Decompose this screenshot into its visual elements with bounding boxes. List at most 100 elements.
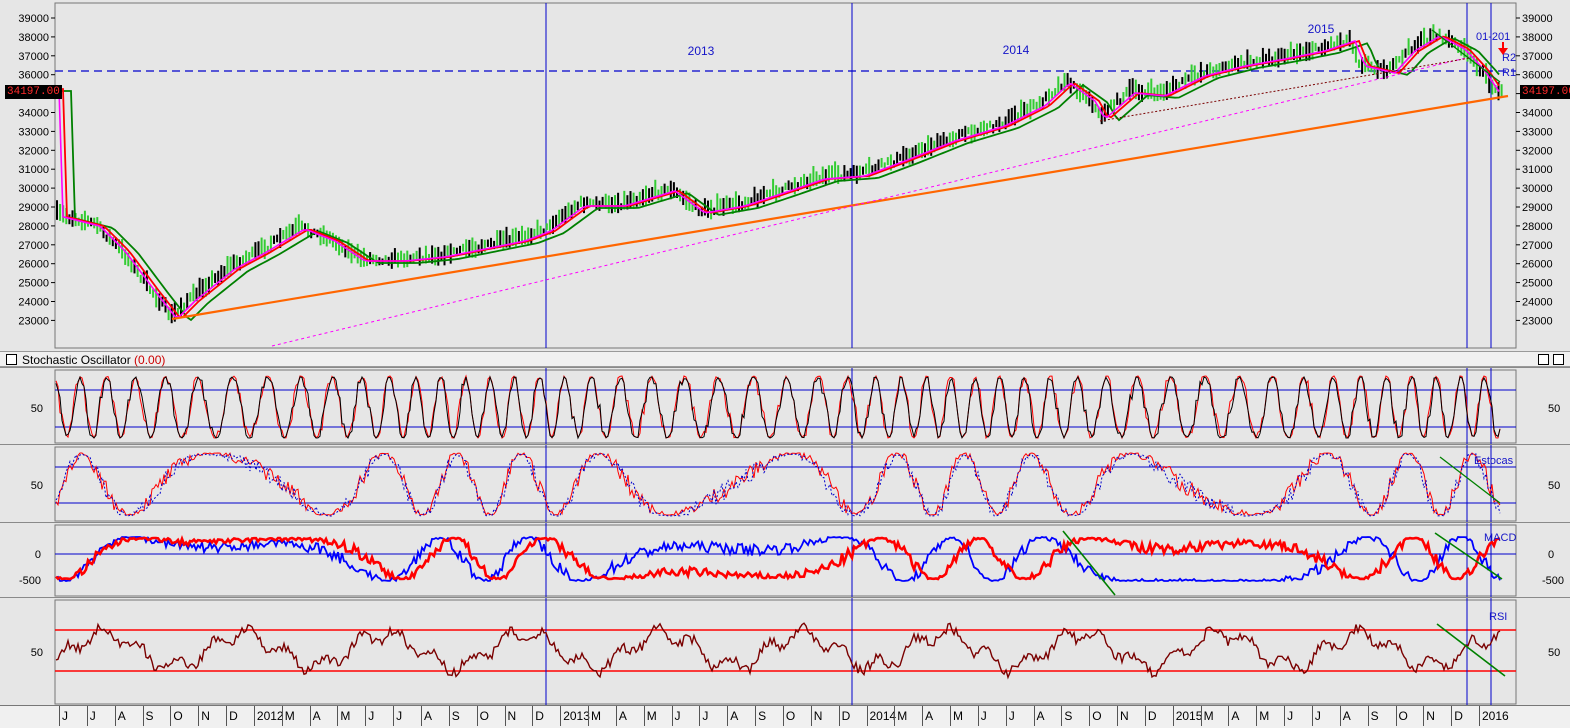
x-axis-label: J <box>674 709 681 723</box>
x-tick <box>59 706 60 726</box>
year-label: 2014 <box>1003 43 1030 57</box>
x-axis-label: J <box>396 709 403 723</box>
trendline-green <box>1062 530 1116 596</box>
macd-panel[interactable]: 0 -500 0 -500 MACD <box>0 522 1570 598</box>
rsi-chart[interactable]: 50 50 RSI <box>0 598 1570 706</box>
year-label: 2015 <box>1308 22 1335 36</box>
x-axis-label: S <box>1370 709 1379 723</box>
x-axis-label: D <box>841 709 851 723</box>
x-axis-label: O <box>1092 709 1102 723</box>
x-axis-label: M <box>646 709 657 723</box>
maximize-icon[interactable] <box>1538 354 1549 365</box>
y-label-left: 33000 <box>18 126 49 138</box>
x-tick <box>309 706 311 726</box>
x-axis-label: M <box>591 709 601 723</box>
y-label-left: 34000 <box>18 108 49 120</box>
y-label-left: 39000 <box>18 13 49 25</box>
trendline-green <box>1439 456 1501 504</box>
x-axis-label: N <box>1426 709 1435 723</box>
x-tick <box>170 706 172 726</box>
slow-stochastic-chart[interactable]: 50 50 Estocas <box>0 445 1570 523</box>
x-tick <box>1367 706 1369 726</box>
price-panel[interactable]: 39000 39000 38000 38000 37000 37000 36000 36000… <box>0 0 1570 351</box>
stochastic-panel[interactable]: 50 50 <box>0 367 1570 445</box>
x-axis-label: D <box>1147 709 1157 723</box>
rsi-panel[interactable]: 50 50 RSI <box>0 597 1570 706</box>
stochastic-chart[interactable]: 50 50 <box>0 368 1570 445</box>
x-tick <box>1089 706 1091 726</box>
stoch-signal-line <box>55 374 1501 440</box>
x-tick <box>866 706 868 726</box>
last-price-tag-right: 34197.00 <box>1520 85 1570 99</box>
last-price-tag-left: 34197.00 <box>5 85 62 99</box>
stochastic-titlebar[interactable]: Stochastic Oscillator (0.00) <box>0 351 1570 367</box>
plot-area <box>54 524 1517 597</box>
rsi-line <box>55 622 1501 680</box>
x-axis-label: 2013 <box>563 709 590 723</box>
x-tick <box>365 706 367 726</box>
x-tick <box>393 706 395 726</box>
x-tick <box>114 706 116 726</box>
plot-area <box>54 599 1517 705</box>
x-tick <box>86 706 88 726</box>
x-axis-label: 2016 <box>1482 709 1509 723</box>
x-tick <box>476 706 478 726</box>
x-tick <box>1339 706 1341 726</box>
close-icon[interactable] <box>1553 354 1564 365</box>
x-tick <box>142 706 144 726</box>
x-tick <box>894 706 896 726</box>
time-axis[interactable]: J J A S O N D 2012 M A M J J A S O N D 2013 M A M J J A S O N D 2014 M… <box>0 705 1570 728</box>
year-label: 2013 <box>688 44 715 58</box>
x-axis-label: A <box>1342 709 1351 723</box>
x-axis-label: M <box>897 709 908 723</box>
y-label-left: 30000 <box>18 183 49 195</box>
x-tick <box>226 706 228 726</box>
price-chart[interactable]: 39000 39000 38000 38000 37000 37000 36000 36000… <box>0 0 1570 351</box>
x-axis-label: J <box>980 709 987 723</box>
y-label-right: 34000 <box>1522 108 1553 120</box>
y-label-left: 23000 <box>18 315 49 327</box>
x-tick <box>448 706 450 726</box>
x-tick <box>560 706 562 726</box>
macd-signal-line <box>55 534 1501 581</box>
y-label-left: 50 <box>31 480 43 492</box>
x-tick <box>588 706 589 726</box>
x-axis-label: N <box>201 709 210 723</box>
stochastic-value: (0.00) <box>134 353 166 367</box>
y-label-left: 0 <box>35 549 41 561</box>
slow-stochastic-panel[interactable]: 50 50 Estocas <box>0 444 1570 523</box>
x-tick <box>810 706 812 726</box>
y-label-right: 26000 <box>1522 259 1553 271</box>
x-tick <box>727 706 729 726</box>
x-axis-label: O <box>479 709 489 723</box>
y-label-right: 36000 <box>1522 70 1553 82</box>
x-axis-label: J <box>89 709 96 723</box>
y-label-right: 38000 <box>1522 32 1553 44</box>
macd-chart[interactable]: 0 -500 0 -500 MACD <box>0 523 1570 598</box>
x-axis-label: A <box>424 709 433 723</box>
y-label-left: 32000 <box>18 145 49 157</box>
x-axis-label: D <box>1454 709 1463 723</box>
x-axis-label: A <box>117 709 126 723</box>
x-axis-label: S <box>1064 709 1073 723</box>
y-label-right: 28000 <box>1522 221 1553 233</box>
x-axis-label: J <box>62 709 68 723</box>
indicator-label: Estocas <box>1474 455 1514 467</box>
y-label-left: 29000 <box>18 202 49 214</box>
x-tick <box>1144 706 1146 726</box>
y-label-right: 29000 <box>1522 202 1553 214</box>
x-axis-label: A <box>618 709 627 723</box>
moving-average-magenta <box>55 35 1500 318</box>
support-trendline-dark-dotted <box>1099 57 1471 122</box>
x-axis-label: D <box>229 709 238 723</box>
indicator-label: RSI <box>1489 611 1507 623</box>
x-axis-label: M <box>340 709 351 723</box>
panel-menu-icon[interactable] <box>6 354 17 365</box>
plot-area <box>54 446 1517 522</box>
y-label-right: 37000 <box>1522 51 1553 63</box>
x-axis-label: J <box>368 709 375 723</box>
y-label-right: 39000 <box>1522 13 1553 25</box>
x-tick <box>1061 706 1063 726</box>
x-axis-label: J <box>1287 709 1294 723</box>
callout-date-label: 01-201 <box>1476 31 1510 43</box>
